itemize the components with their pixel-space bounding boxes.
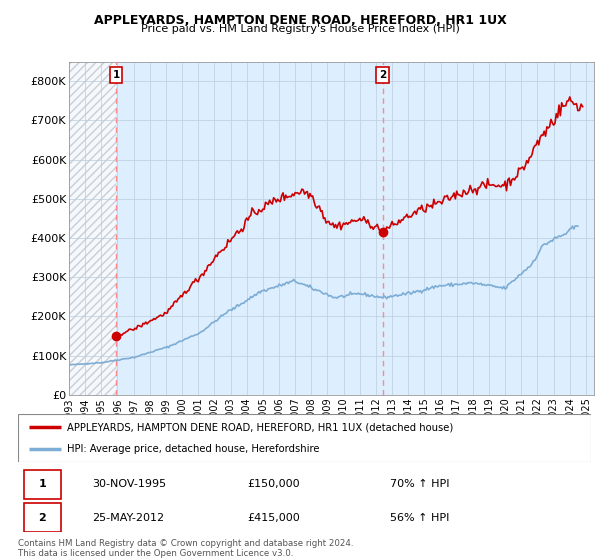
Text: 30-NOV-1995: 30-NOV-1995 [92, 479, 167, 489]
Text: 25-MAY-2012: 25-MAY-2012 [92, 513, 164, 523]
Text: Price paid vs. HM Land Registry's House Price Index (HPI): Price paid vs. HM Land Registry's House … [140, 24, 460, 34]
Text: £150,000: £150,000 [247, 479, 300, 489]
Text: 2: 2 [379, 70, 386, 80]
Text: APPLEYARDS, HAMPTON DENE ROAD, HEREFORD, HR1 1UX: APPLEYARDS, HAMPTON DENE ROAD, HEREFORD,… [94, 14, 506, 27]
Text: 56% ↑ HPI: 56% ↑ HPI [391, 513, 450, 523]
Text: APPLEYARDS, HAMPTON DENE ROAD, HEREFORD, HR1 1UX (detached house): APPLEYARDS, HAMPTON DENE ROAD, HEREFORD,… [67, 422, 453, 432]
Text: HPI: Average price, detached house, Herefordshire: HPI: Average price, detached house, Here… [67, 444, 319, 454]
Bar [24, 470, 61, 499]
Text: 70% ↑ HPI: 70% ↑ HPI [391, 479, 450, 489]
Text: 1: 1 [38, 479, 46, 489]
Text: Contains HM Land Registry data © Crown copyright and database right 2024.
This d: Contains HM Land Registry data © Crown c… [18, 539, 353, 558]
Bar [24, 503, 61, 533]
Bar [69, 62, 116, 395]
Text: 1: 1 [112, 70, 120, 80]
Text: £415,000: £415,000 [247, 513, 300, 523]
Text: 2: 2 [38, 513, 46, 523]
